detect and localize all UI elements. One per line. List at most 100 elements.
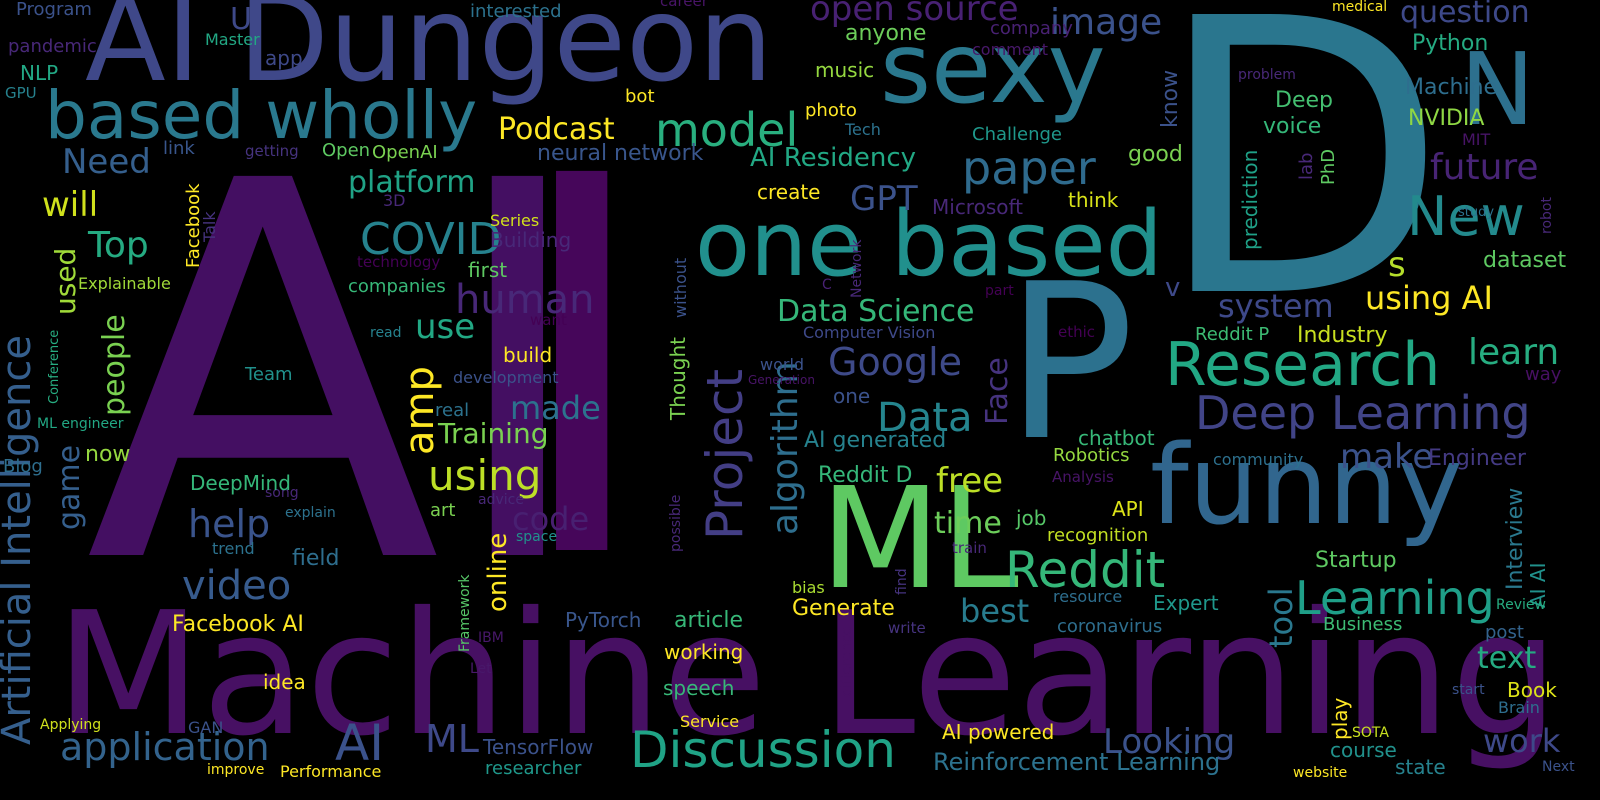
word-20: New (1407, 185, 1525, 248)
word-88: Microsoft (932, 195, 1024, 219)
word-128: Reddit D (818, 463, 913, 488)
word-102: Series (490, 211, 540, 230)
word-196: GPU (5, 84, 37, 102)
word-132: resource (1053, 587, 1123, 606)
word-134: coronavirus (1057, 616, 1163, 637)
word-7: one based (695, 192, 1163, 297)
word-39: learn (1468, 332, 1560, 373)
word-86: good (1128, 142, 1183, 167)
word-23: using (428, 451, 542, 500)
word-83: lab (1296, 152, 1317, 180)
word-52: people (97, 314, 132, 416)
word-14: Research (1165, 330, 1441, 400)
word-124: chatbot (1078, 426, 1155, 450)
word-89: Tech (845, 120, 881, 139)
word-167: ML (425, 717, 479, 761)
word-170: Performance (280, 762, 382, 781)
word-181: ML engineer (37, 416, 124, 432)
word-75: dataset (1483, 248, 1567, 273)
word-1: AI (85, 72, 595, 678)
word-60: time (934, 506, 1002, 541)
word-25: application (60, 725, 270, 769)
word-58: make (1340, 437, 1434, 477)
word-69: Generate (792, 596, 895, 621)
word-79: prediction (1238, 149, 1262, 250)
word-200: MIT (1462, 130, 1491, 149)
word-159: difference (839, 626, 855, 697)
word-94: comment (972, 40, 1049, 59)
word-116: Network (849, 239, 865, 298)
word-193: Program (16, 0, 92, 20)
word-66: tool (1262, 587, 1300, 648)
word-47: Face (980, 357, 1015, 425)
word-176: explain (285, 505, 336, 521)
word-191: app (265, 46, 303, 70)
word-177: song (265, 485, 299, 501)
word-138: Brain (1498, 698, 1540, 717)
word-156: write (888, 619, 926, 637)
word-143: SOTA (1352, 725, 1389, 741)
word-92: anyone (845, 21, 927, 46)
word-77: Python (1412, 31, 1489, 56)
word-126: community (1213, 450, 1304, 469)
word-147: AI powered (942, 720, 1055, 744)
word-142: state (1395, 755, 1446, 779)
word-105: Computer Vision (803, 323, 936, 342)
word-53: game (52, 444, 87, 530)
word-38: future (1430, 147, 1539, 188)
word-164: Framework (457, 574, 473, 653)
word-6: I (505, 67, 659, 673)
word-90: photo (805, 100, 857, 121)
word-183: Team (245, 364, 293, 385)
word-98: OpenAI (372, 142, 438, 163)
word-182: Conference (47, 329, 62, 404)
word-168: GAN (188, 718, 224, 737)
word-9: ML (820, 458, 1019, 621)
word-158: train (952, 539, 987, 557)
word-104: technology (357, 253, 441, 271)
word-157: find (894, 568, 910, 595)
word-78: Machine (1405, 75, 1498, 100)
word-123: way (1525, 364, 1562, 385)
word-76: NVIDIA (1408, 106, 1485, 131)
word-57: use (415, 307, 476, 347)
word-3: D (1155, 0, 1448, 381)
word-65: s (1388, 245, 1406, 285)
word-115: without (671, 257, 690, 318)
word-151: working (664, 640, 744, 664)
word-137: Review (1496, 597, 1546, 613)
word-32: open source (810, 0, 1019, 29)
word-4: P (1005, 237, 1135, 488)
word-96: create (757, 180, 821, 204)
word-187: link (163, 138, 195, 159)
word-107: Generation (748, 373, 815, 387)
word-101: Building (490, 228, 572, 252)
word-136: post (1485, 622, 1524, 643)
word-141: course (1330, 738, 1397, 762)
word-146: play (1328, 697, 1352, 740)
word-188: getting (245, 142, 299, 160)
word-95: bot (625, 86, 655, 107)
word-33: image (1050, 2, 1163, 43)
word-148: TensorFlow (483, 735, 594, 759)
word-144: website (1293, 765, 1348, 781)
word-40: using AI (1365, 279, 1493, 317)
word-74: Engineer (1428, 446, 1526, 471)
word-173: Facebook AI (172, 612, 304, 637)
word-27: COVID (360, 214, 502, 265)
word-26: AI (335, 714, 384, 772)
word-36: Top (88, 225, 149, 266)
word-127: Analysis (1052, 468, 1114, 486)
word-62: work (1483, 722, 1561, 760)
word-175: trend (212, 539, 255, 558)
word-184: Explainable (78, 274, 171, 293)
word-93: company (990, 18, 1073, 39)
word-112: read (370, 325, 402, 341)
word-84: know (1158, 69, 1183, 128)
word-45: Looking (1103, 722, 1236, 762)
word-28: human (455, 277, 595, 323)
word-154: PyTorch (565, 608, 642, 632)
word-198: medical (1332, 0, 1388, 15)
word-106: world (760, 355, 805, 374)
